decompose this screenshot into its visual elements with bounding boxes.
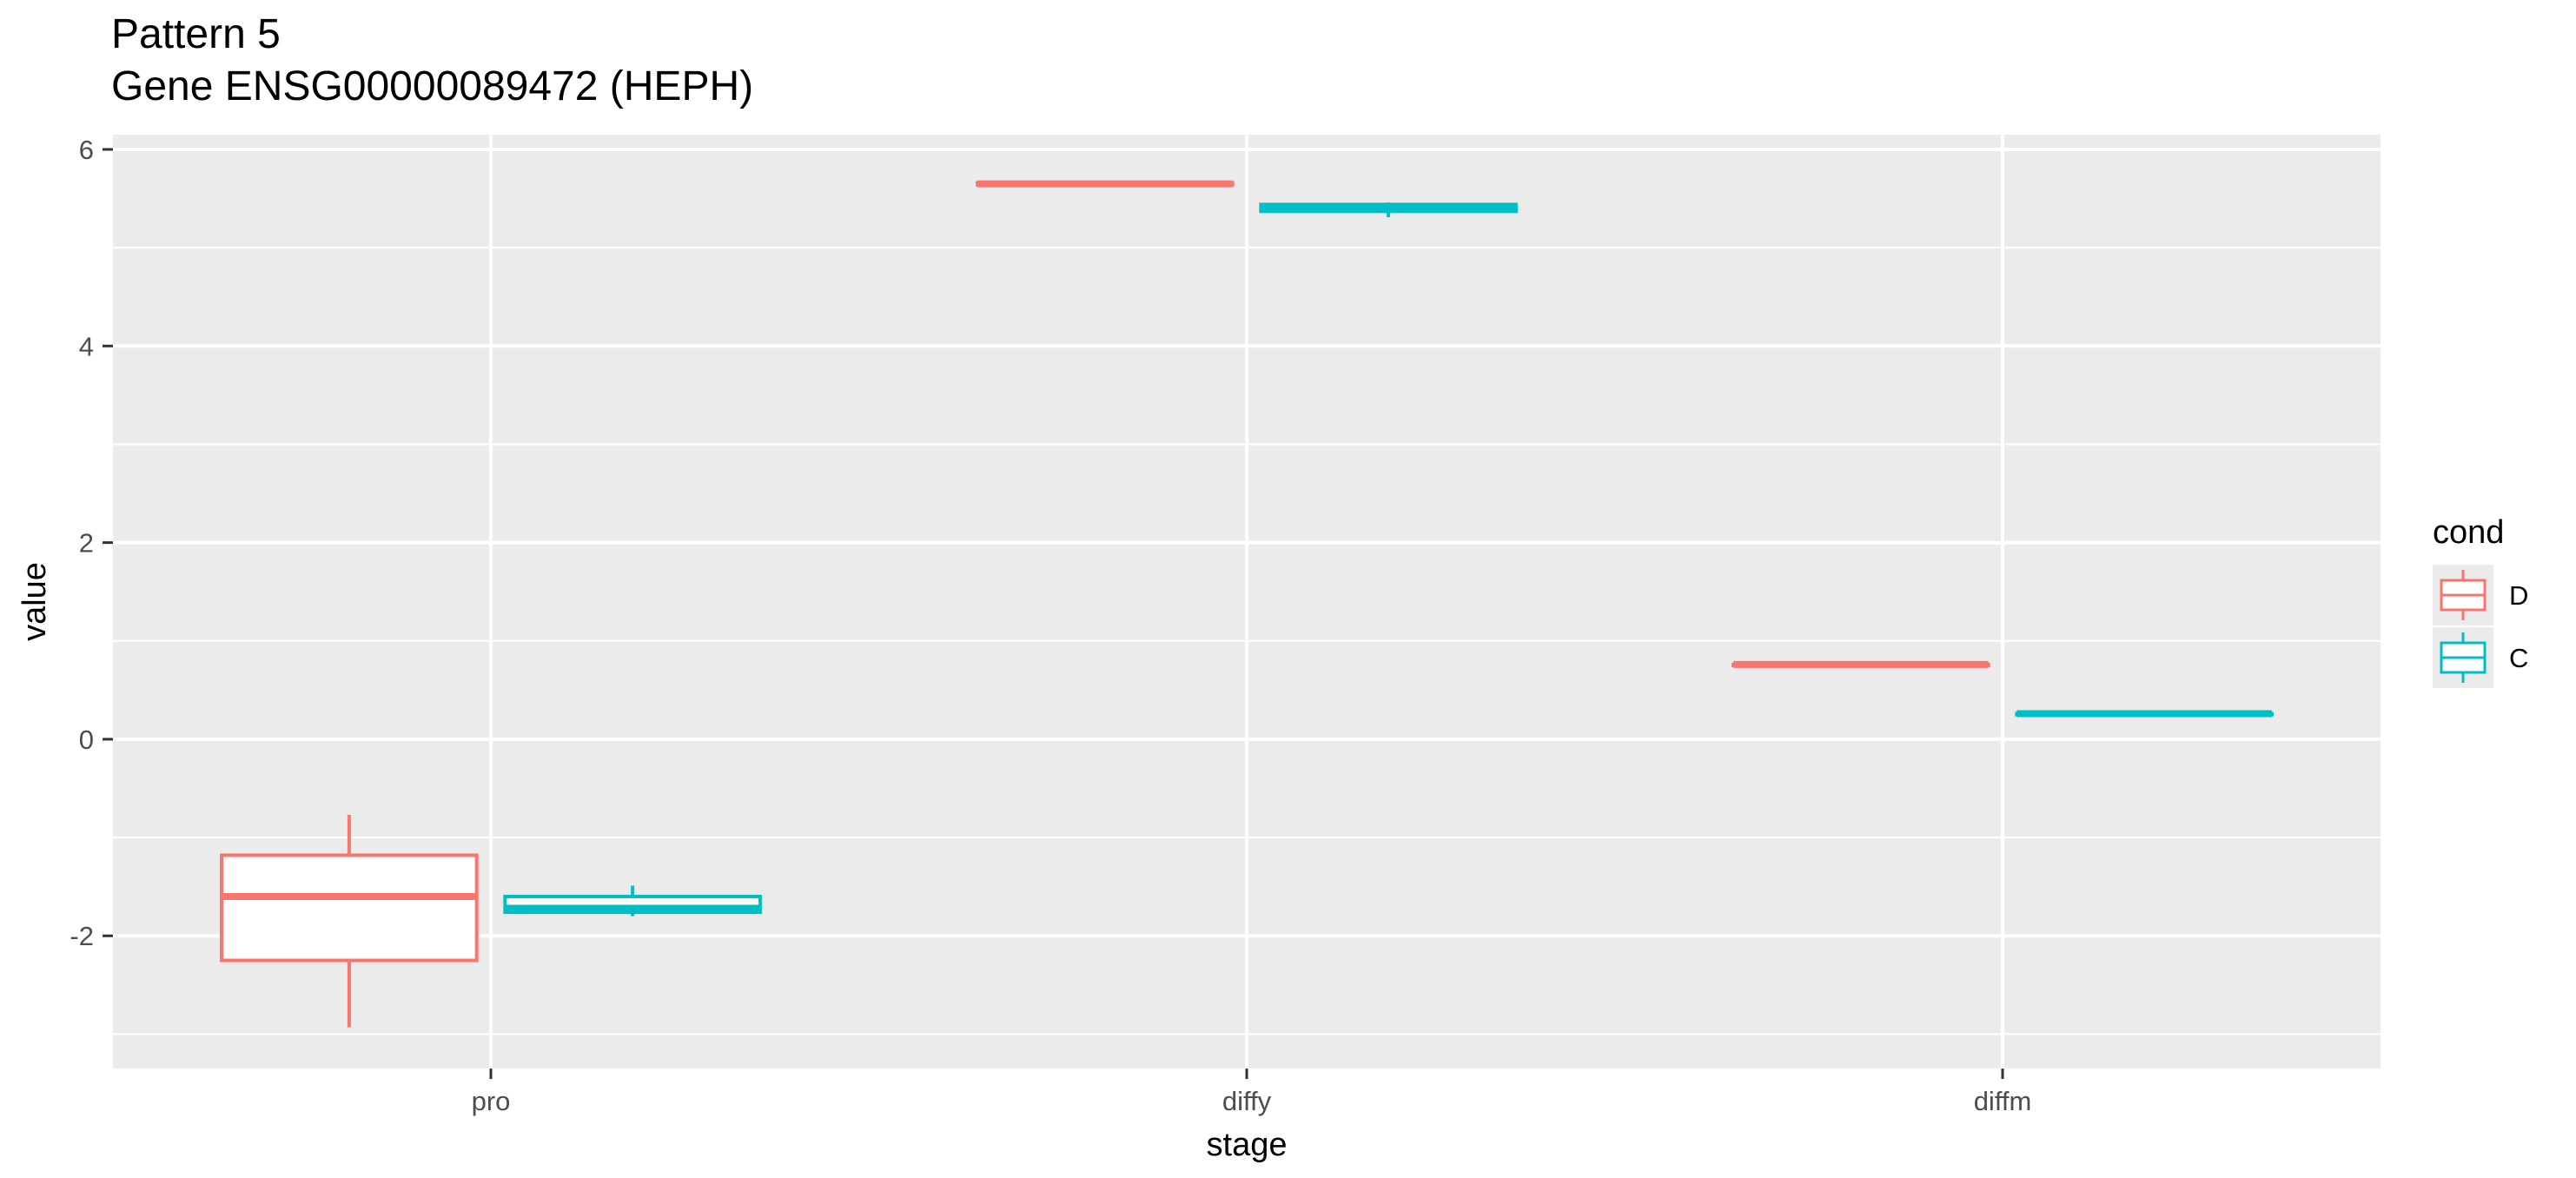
legend-label-C: C <box>2509 643 2528 673</box>
y-axis-title: value <box>17 562 53 641</box>
x-tick-label: diffm <box>1974 1086 2032 1116</box>
y-tick-label: 6 <box>79 135 94 165</box>
x-tick-label: pro <box>472 1086 511 1116</box>
box-D-pro <box>220 853 479 963</box>
chart-title: Pattern 5 <box>111 11 281 57</box>
x-tick-label: diffy <box>1222 1086 1272 1116</box>
y-tick-label: 0 <box>79 725 94 755</box>
chart-subtitle: Gene ENSG00000089472 (HEPH) <box>111 63 754 109</box>
x-axis-title: stage <box>1207 1127 1288 1163</box>
y-tick-label: 4 <box>79 331 94 361</box>
y-tick-label: 2 <box>79 528 94 559</box>
legend-title: cond <box>2433 514 2504 551</box>
y-tick-label: -2 <box>70 921 94 951</box>
legend-label-D: D <box>2509 580 2528 611</box>
